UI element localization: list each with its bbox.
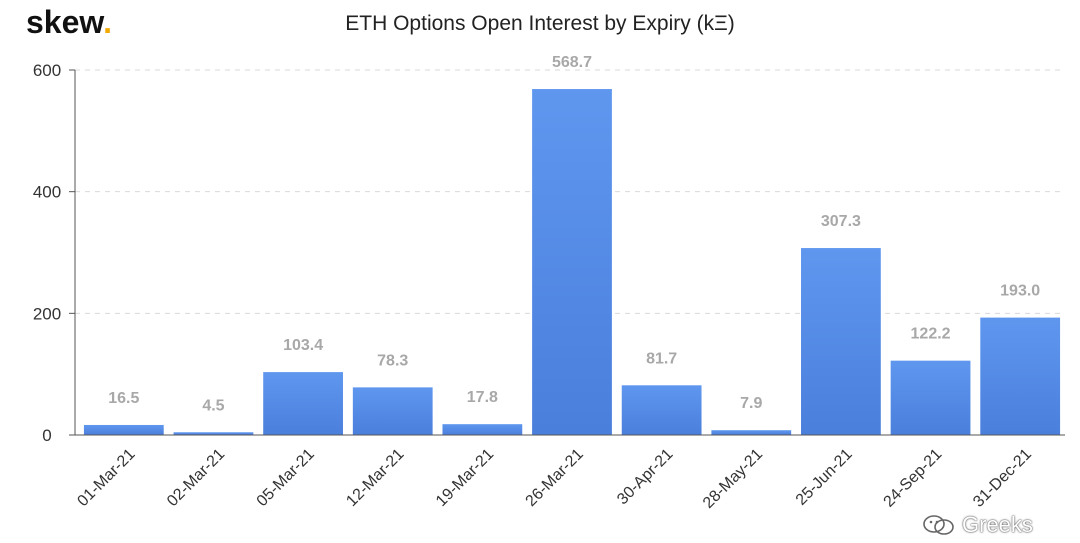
data-label: 103.4 <box>283 337 323 354</box>
data-label: 122.2 <box>911 326 951 343</box>
watermark: Greeks <box>922 512 1033 538</box>
x-tick-label: 19-Mar-21 <box>433 446 497 510</box>
bar <box>352 387 433 435</box>
y-tick-label: 0 <box>42 426 51 445</box>
x-tick-label: 24-Sep-21 <box>881 446 946 511</box>
data-label: 7.9 <box>740 395 762 412</box>
data-label: 17.8 <box>467 389 498 406</box>
x-tick-label: 12-Mar-21 <box>343 446 407 510</box>
x-tick-label: 02-Mar-21 <box>164 446 228 510</box>
data-label: 307.3 <box>821 213 861 230</box>
bar <box>621 385 702 435</box>
logo-text: skew <box>26 4 104 40</box>
data-label: 568.7 <box>552 54 592 71</box>
bar <box>711 430 792 435</box>
data-label: 16.5 <box>108 390 139 407</box>
x-tick-label: 05-Mar-21 <box>254 446 318 510</box>
bar <box>980 317 1061 435</box>
x-tick-label: 25-Jun-21 <box>793 446 856 509</box>
x-tick-label: 01-Mar-21 <box>74 446 138 510</box>
data-label: 4.5 <box>202 397 224 414</box>
y-tick-label: 400 <box>33 183 61 202</box>
x-tick-label: 30-Apr-21 <box>614 446 676 508</box>
bar <box>801 248 881 435</box>
data-label: 78.3 <box>377 352 408 369</box>
bar <box>173 432 254 435</box>
bar <box>442 424 523 435</box>
logo-dot: . <box>103 4 112 40</box>
data-label: 81.7 <box>646 350 677 367</box>
bar <box>532 89 612 435</box>
bar <box>83 424 164 435</box>
bar <box>263 372 343 435</box>
bars: 16.5 4.5 103.4 78.3 17.8 568.7 81.7 7.9 307.3 122… <box>83 54 1061 435</box>
bar <box>890 360 971 435</box>
y-tick-label: 600 <box>33 61 61 80</box>
x-tick-label: 31-Dec-21 <box>970 446 1035 511</box>
chart-title: ETH Options Open Interest by Expiry (kΞ) <box>345 12 735 35</box>
wechat-icon <box>923 515 954 535</box>
x-tick-label: 26-Mar-21 <box>523 446 587 510</box>
watermark-text: Greeks <box>962 512 1033 537</box>
data-label: 193.0 <box>1000 283 1040 300</box>
y-tick-label: 200 <box>33 304 61 323</box>
x-tick-label: 28-May-21 <box>700 446 766 512</box>
skew-logo: skew. <box>26 4 112 41</box>
